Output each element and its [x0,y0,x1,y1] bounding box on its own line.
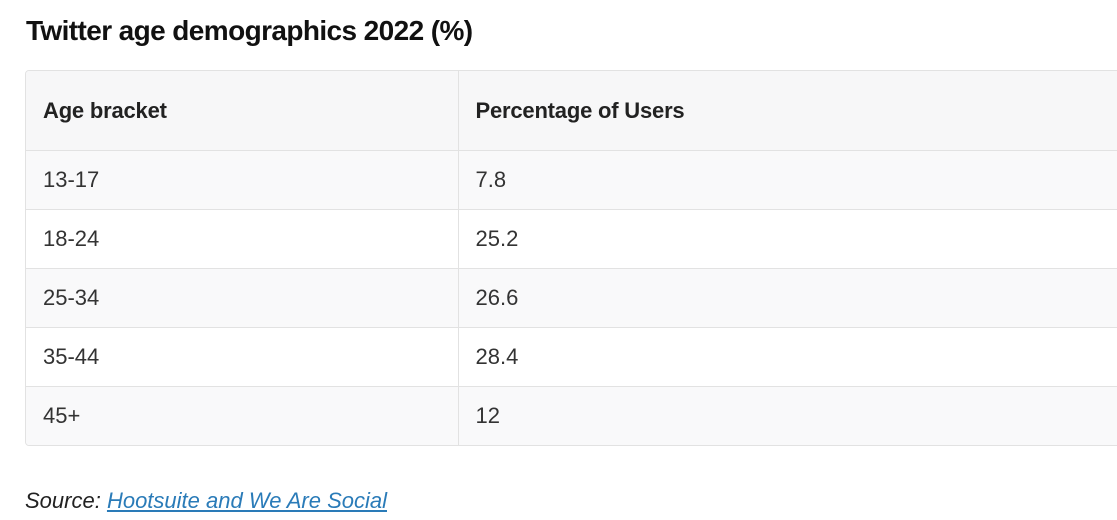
demographics-table: Age bracket Percentage of Users 13-17 7.… [26,71,1117,445]
age-bracket-cell: 35-44 [26,327,459,387]
source-label: Source: [25,488,101,513]
table-row: 13-17 7.8 [26,150,1117,210]
column-header-age-bracket: Age bracket [26,71,459,151]
age-bracket-cell: 18-24 [26,209,459,269]
percentage-cell: 12 [458,386,1117,445]
column-header-percentage: Percentage of Users [458,71,1117,151]
table-header-row: Age bracket Percentage of Users [26,71,1117,151]
table-row: 45+ 12 [26,386,1117,445]
source-link[interactable]: Hootsuite and We Are Social [106,488,387,513]
age-bracket-cell: 25-34 [26,268,459,328]
table-row: 35-44 28.4 [26,327,1117,387]
percentage-cell: 25.2 [458,209,1117,269]
age-bracket-cell: 45+ [26,386,459,445]
percentage-cell: 26.6 [458,268,1117,328]
demographics-table-container: Age bracket Percentage of Users 13-17 7.… [25,70,1117,446]
source-line: Source: Hootsuite and We Are Social [25,486,387,516]
percentage-cell: 28.4 [458,327,1117,387]
age-bracket-cell: 13-17 [26,150,459,210]
percentage-cell: 7.8 [458,150,1117,210]
table-row: 25-34 26.6 [26,268,1117,328]
table-row: 18-24 25.2 [26,209,1117,269]
page-title: Twitter age demographics 2022 (%) [26,15,473,46]
